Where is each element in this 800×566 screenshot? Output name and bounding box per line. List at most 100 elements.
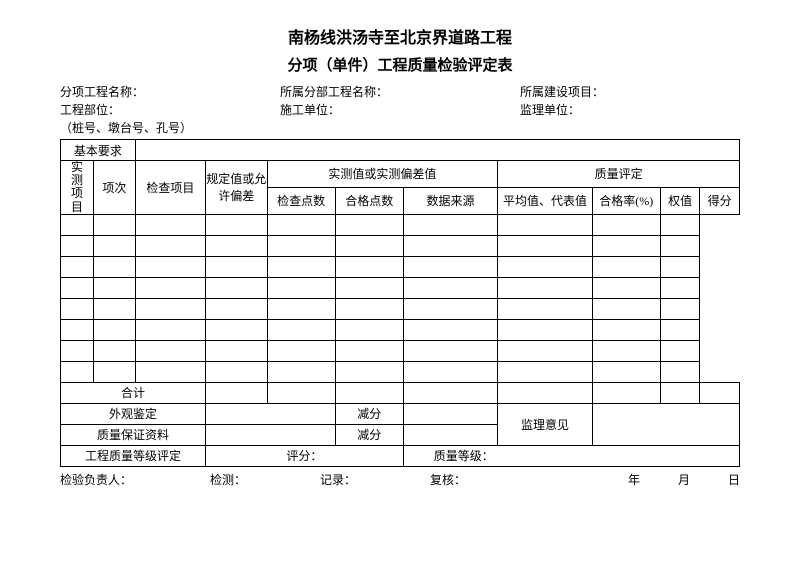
table-cell [93, 214, 135, 235]
cell-basic-req-val [135, 140, 739, 161]
meta-stake: （桩号、墩台号、孔号） [60, 119, 192, 137]
table-cell [660, 256, 700, 277]
table-cell [403, 298, 497, 319]
cell-total-8 [700, 382, 740, 403]
table-row [61, 235, 740, 256]
meta-build-proj: 所属建设项目： [520, 83, 720, 101]
table-cell [498, 277, 592, 298]
table-cell [93, 235, 135, 256]
table-cell [403, 361, 497, 382]
table-cell [335, 256, 403, 277]
cell-qa-deduct-label: 减分 [335, 424, 403, 445]
table-cell [206, 361, 268, 382]
row-head-1: 实测项目 项次 检查项目 规定值或允许偏差 实测值或实测偏差值 质量评定 [61, 161, 740, 188]
cell-total-6 [592, 382, 660, 403]
cell-score: 得分 [700, 187, 740, 214]
table-cell [206, 298, 268, 319]
table-cell [93, 340, 135, 361]
table-cell [498, 361, 592, 382]
table-cell [267, 319, 335, 340]
table-cell [135, 340, 205, 361]
table-cell [592, 340, 660, 361]
footer-year: 年 [580, 471, 640, 488]
meta-proj-name: 分项工程名称： [60, 83, 280, 101]
table-row [61, 298, 740, 319]
table-cell [61, 277, 94, 298]
table-cell [660, 235, 700, 256]
table-cell [135, 319, 205, 340]
footer-record: 记录： [320, 471, 430, 488]
cell-pass-rate: 合格率(%) [592, 187, 660, 214]
table-cell [93, 277, 135, 298]
table-cell [403, 235, 497, 256]
table-cell [267, 298, 335, 319]
cell-total-4 [403, 382, 497, 403]
table-cell [135, 277, 205, 298]
cell-pass-points: 合格点数 [335, 187, 403, 214]
table-row [61, 361, 740, 382]
table-row [61, 256, 740, 277]
cell-visual-deduct-val [403, 403, 497, 424]
table-cell [206, 319, 268, 340]
footer-detect: 检测： [210, 471, 320, 488]
table-cell [335, 298, 403, 319]
table-cell [592, 214, 660, 235]
title-line-2: 分项（单件）工程质量检验评定表 [60, 54, 740, 75]
table-cell [61, 235, 94, 256]
cell-total-label: 合计 [61, 382, 206, 403]
table-cell [403, 340, 497, 361]
table-row [61, 319, 740, 340]
table-cell [206, 256, 268, 277]
footer-month: 月 [640, 471, 690, 488]
meta-location: 工程部位： [60, 101, 280, 119]
table-cell [498, 298, 592, 319]
cell-total-3 [335, 382, 403, 403]
table-cell [93, 361, 135, 382]
meta-row-2: 工程部位： 施工单位： 监理单位： [60, 101, 740, 119]
cell-data-source: 数据来源 [403, 187, 497, 214]
table-cell [335, 214, 403, 235]
table-cell [660, 340, 700, 361]
table-cell [335, 277, 403, 298]
cell-basic-req: 基本要求 [61, 140, 136, 161]
cell-qa-val [206, 424, 336, 445]
table-cell [267, 277, 335, 298]
table-cell [335, 340, 403, 361]
meta-contractor: 施工单位： [280, 101, 520, 119]
table-cell [498, 340, 592, 361]
table-cell [206, 214, 268, 235]
table-cell [660, 298, 700, 319]
table-cell [135, 235, 205, 256]
cell-qa-deduct-val [403, 424, 497, 445]
table-cell [335, 319, 403, 340]
table-cell [61, 298, 94, 319]
table-cell [498, 319, 592, 340]
table-row [61, 214, 740, 235]
table-cell [403, 214, 497, 235]
cell-grade-label: 工程质量等级评定 [61, 445, 206, 466]
table-cell [267, 361, 335, 382]
row-grade: 工程质量等级评定 评分： 质量等级： [61, 445, 740, 466]
cell-item-no: 项次 [93, 161, 135, 215]
cell-sup-opinion-val [592, 403, 739, 445]
table-cell [403, 319, 497, 340]
table-cell [335, 361, 403, 382]
table-cell [135, 361, 205, 382]
table-cell [61, 340, 94, 361]
row-total: 合计 [61, 382, 740, 403]
footer-day: 日 [690, 471, 740, 488]
table-cell [403, 256, 497, 277]
table-cell [135, 214, 205, 235]
page-container: 南杨线洪汤寺至北京界道路工程 分项（单件）工程质量检验评定表 分项工程名称： 所… [0, 0, 800, 508]
cell-visual-label: 外观鉴定 [61, 403, 206, 424]
row-visual: 外观鉴定 减分 监理意见 [61, 403, 740, 424]
table-cell [206, 277, 268, 298]
table-cell [93, 298, 135, 319]
table-cell [660, 277, 700, 298]
table-cell [61, 319, 94, 340]
table-cell [592, 361, 660, 382]
table-cell [498, 235, 592, 256]
meta-row-1: 分项工程名称： 所属分部工程名称： 所属建设项目： [60, 83, 740, 101]
table-cell [206, 340, 268, 361]
table-cell [592, 235, 660, 256]
